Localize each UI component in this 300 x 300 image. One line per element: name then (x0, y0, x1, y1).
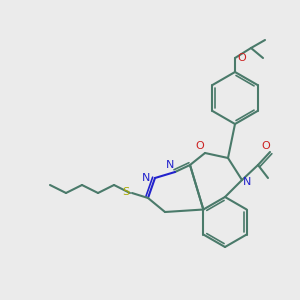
Text: N: N (142, 173, 150, 183)
Text: O: O (238, 53, 246, 63)
Text: N: N (166, 160, 174, 170)
Text: S: S (122, 187, 130, 197)
Text: O: O (262, 141, 270, 151)
Text: O: O (196, 141, 204, 151)
Text: N: N (243, 177, 251, 187)
